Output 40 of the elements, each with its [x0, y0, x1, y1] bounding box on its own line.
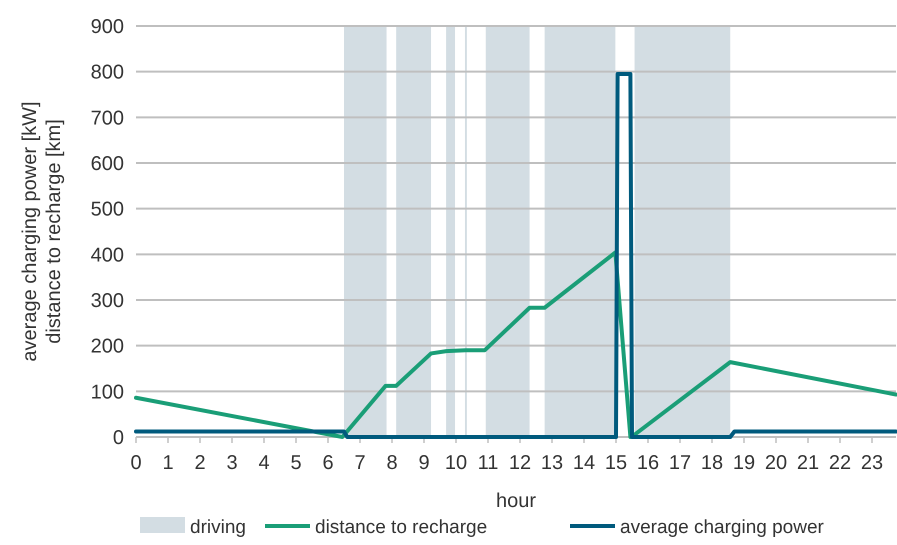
x-tick-label: 22 [828, 452, 852, 474]
x-tick-label: 5 [290, 452, 302, 474]
x-axis-title: hour [496, 490, 536, 512]
x-tick-label: 2 [194, 452, 206, 474]
y-tick-label: 200 [90, 336, 124, 358]
y-tick-label: 0 [112, 427, 124, 449]
x-tick-label: 4 [258, 452, 270, 474]
x-tick-label: 7 [354, 452, 366, 474]
x-tick-label: 17 [668, 452, 692, 474]
x-tick-label: 13 [540, 452, 564, 474]
legend-label: distance to recharge [315, 517, 488, 538]
x-tick-label: 12 [508, 452, 532, 474]
x-tick-label: 9 [418, 452, 430, 474]
x-tick-label: 10 [444, 452, 468, 474]
x-tick-label: 6 [322, 452, 334, 474]
y-tick-label: 500 [90, 198, 124, 221]
x-tick-label: 23 [860, 452, 884, 474]
x-tick-label: 0 [130, 452, 142, 474]
x-tick-label: 14 [572, 452, 596, 474]
y-tick-label: 800 [90, 62, 124, 84]
y-tick-label: 400 [90, 244, 124, 266]
x-tick-label: 16 [636, 452, 660, 474]
x-tick-label: 11 [478, 452, 498, 474]
x-tick-label: 18 [700, 452, 724, 474]
x-tick-label: 3 [226, 452, 238, 474]
y-tick-label: 600 [90, 153, 124, 175]
x-tick-label: 15 [604, 452, 628, 474]
y-tick-label: 700 [90, 107, 124, 130]
legend-label: average charging power [620, 517, 825, 538]
line-series [134, 250, 897, 439]
x-tick-label: 19 [732, 452, 756, 474]
x-tick-label: 21 [796, 452, 820, 474]
x-tick-label: 20 [764, 452, 788, 474]
x-tick-label: 1 [162, 452, 174, 474]
legend-label: driving [190, 517, 246, 538]
y-tick-label: 300 [90, 290, 124, 312]
x-tick-label: 8 [386, 452, 398, 474]
y-tick-label: 900 [90, 16, 124, 38]
y-tick-label: 100 [90, 381, 124, 404]
y-axis-title: average charging power [kW] distance to recharge [km] [19, 101, 65, 362]
